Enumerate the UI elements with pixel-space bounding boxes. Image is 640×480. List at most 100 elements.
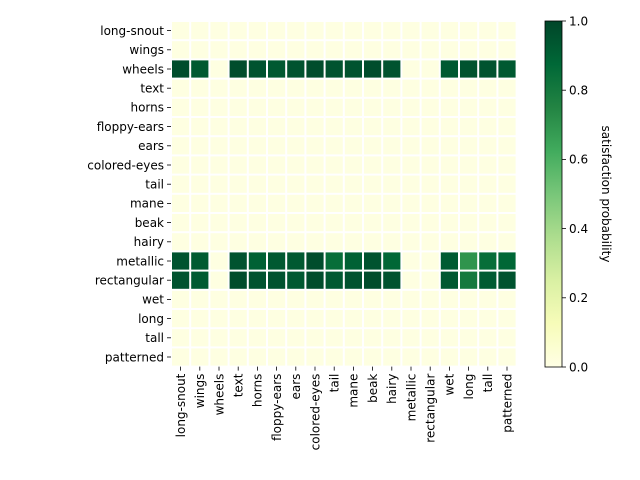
heatmap-cell xyxy=(383,118,401,136)
heatmap-cell xyxy=(325,79,343,97)
heatmap-cell xyxy=(210,233,228,251)
heatmap-cell xyxy=(210,271,228,289)
heatmap-cell xyxy=(344,310,362,328)
heatmap-cell xyxy=(287,290,305,308)
heatmap-cell xyxy=(287,156,305,174)
heatmap-cell xyxy=(498,22,516,40)
heatmap-cell xyxy=(479,41,497,59)
x-axis: long-snout wings wheels text horns floppy-ear… xyxy=(174,366,514,450)
heatmap-cell xyxy=(325,118,343,136)
heatmap-cell xyxy=(229,137,247,155)
heatmap-cell xyxy=(325,290,343,308)
heatmap-cell xyxy=(210,79,228,97)
heatmap-cell xyxy=(172,348,190,366)
heatmap-cell xyxy=(421,79,439,97)
y-tick-label: floppy-ears xyxy=(97,120,164,134)
heatmap-cell xyxy=(383,348,401,366)
heatmap-cell xyxy=(306,41,324,59)
heatmap-cell xyxy=(421,290,439,308)
heatmap-cell xyxy=(498,60,516,78)
heatmap-cell xyxy=(479,175,497,193)
y-tick-label: wet xyxy=(142,293,164,307)
heatmap-cell xyxy=(172,98,190,116)
heatmap-cell xyxy=(460,271,478,289)
heatmap-cell xyxy=(498,194,516,212)
heatmap-cell xyxy=(229,22,247,40)
heatmap-cell xyxy=(460,137,478,155)
heatmap-cell xyxy=(344,214,362,232)
heatmap-cell xyxy=(421,271,439,289)
heatmap-cell xyxy=(421,22,439,40)
heatmap-cell xyxy=(498,290,516,308)
x-tick-label: beak xyxy=(366,374,380,403)
heatmap-cell xyxy=(210,118,228,136)
x-tick-label: wheels xyxy=(212,374,226,416)
heatmap-cell xyxy=(440,22,458,40)
heatmap-cell xyxy=(479,214,497,232)
heatmap-cell xyxy=(383,329,401,347)
heatmap-cell xyxy=(364,175,382,193)
heatmap-cell xyxy=(383,252,401,270)
heatmap-cell xyxy=(421,233,439,251)
heatmap-cell xyxy=(325,41,343,59)
y-axis: long-snout wings wheels text horns floppy-ear… xyxy=(87,24,171,364)
heatmap-cell xyxy=(344,137,362,155)
heatmap-cell xyxy=(421,118,439,136)
plot-area xyxy=(172,22,516,366)
heatmap-cell xyxy=(268,348,286,366)
heatmap-cell xyxy=(229,310,247,328)
heatmap-cell xyxy=(479,290,497,308)
heatmap-cell xyxy=(402,233,420,251)
y-tick-label: mane xyxy=(130,197,164,211)
y-tick-label: tall xyxy=(145,331,164,345)
heatmap-cell xyxy=(460,290,478,308)
heatmap-cell xyxy=(191,79,209,97)
x-tick-label: mane xyxy=(347,374,361,408)
heatmap-cell xyxy=(287,118,305,136)
heatmap-cell xyxy=(364,348,382,366)
heatmap-cell xyxy=(364,98,382,116)
colorbar-tick-label: 0.6 xyxy=(569,153,588,167)
heatmap-cell xyxy=(191,233,209,251)
heatmap-cell xyxy=(306,118,324,136)
heatmap-cell xyxy=(383,310,401,328)
heatmap-cell xyxy=(479,60,497,78)
heatmap-cell xyxy=(364,60,382,78)
heatmap-cell xyxy=(248,60,266,78)
x-tick-label: tail xyxy=(328,374,342,393)
heatmap-cell xyxy=(210,214,228,232)
heatmap-cell xyxy=(268,175,286,193)
heatmap-cell xyxy=(210,252,228,270)
heatmap-cell xyxy=(229,329,247,347)
heatmap-cell xyxy=(287,41,305,59)
heatmap-cell xyxy=(498,98,516,116)
heatmap-cell xyxy=(172,271,190,289)
heatmap-cell xyxy=(306,22,324,40)
x-tick-label: text xyxy=(232,373,246,397)
x-tick-label: horns xyxy=(251,374,265,408)
heatmap-cell xyxy=(344,329,362,347)
heatmap-cell xyxy=(191,348,209,366)
heatmap-cell xyxy=(268,22,286,40)
heatmap-cell xyxy=(440,79,458,97)
heatmap-cell xyxy=(191,175,209,193)
heatmap-cell xyxy=(364,214,382,232)
heatmap-cell xyxy=(364,271,382,289)
heatmap-cell xyxy=(325,271,343,289)
heatmap-cell xyxy=(383,194,401,212)
heatmap-cell xyxy=(364,310,382,328)
heatmap-cell xyxy=(383,22,401,40)
heatmap-cell xyxy=(344,194,362,212)
heatmap-cell xyxy=(248,98,266,116)
heatmap-cell xyxy=(440,137,458,155)
heatmap-cell xyxy=(383,137,401,155)
heatmap-cell xyxy=(498,137,516,155)
heatmap-cell xyxy=(344,118,362,136)
heatmap-cell xyxy=(172,60,190,78)
heatmap-cell xyxy=(248,79,266,97)
heatmap-cell xyxy=(440,118,458,136)
heatmap-cell xyxy=(287,60,305,78)
heatmap-cell xyxy=(191,41,209,59)
x-tick-label: wet xyxy=(443,373,457,395)
heatmap-cell xyxy=(402,60,420,78)
